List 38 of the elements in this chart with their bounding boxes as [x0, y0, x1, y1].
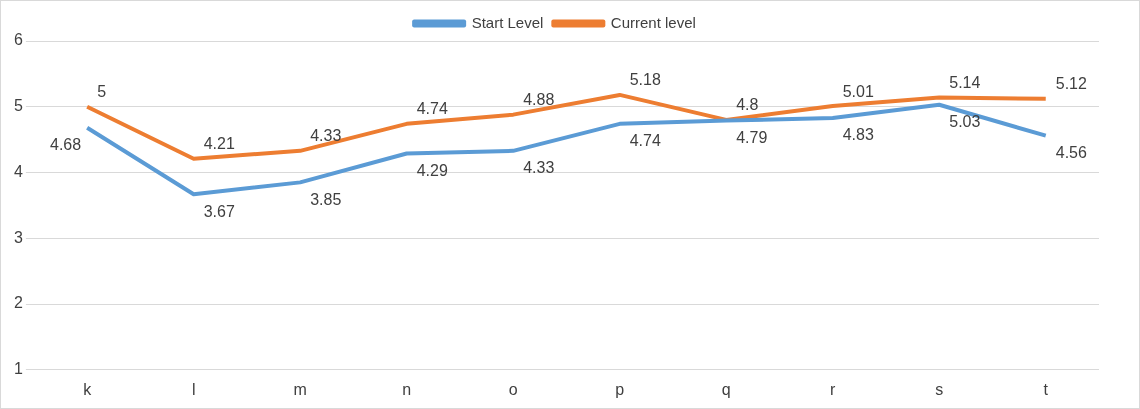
- data-label: 4.21: [203, 135, 235, 153]
- data-label: 4.74: [629, 132, 661, 150]
- x-tick-label: l: [191, 380, 196, 398]
- data-label: 4.33: [523, 159, 555, 177]
- data-label: 4.79: [736, 128, 768, 146]
- legend-label: Start Level: [471, 13, 544, 31]
- data-label: 5.14: [949, 73, 981, 91]
- x-tick-label: q: [721, 380, 731, 398]
- legend-label: Current level: [610, 13, 696, 31]
- data-label: 5.01: [842, 82, 874, 100]
- x-tick-label: m: [293, 380, 307, 398]
- y-tick-label: 6: [13, 31, 23, 49]
- data-label: 5: [97, 83, 107, 101]
- data-label: 4.68: [50, 136, 82, 154]
- y-tick-label: 1: [13, 360, 23, 378]
- x-tick-label: n: [402, 380, 412, 398]
- y-tick-label: 4: [13, 162, 23, 180]
- data-label: 5.12: [1055, 75, 1087, 93]
- x-tick-label: k: [83, 380, 93, 398]
- data-label: 3.67: [203, 202, 235, 220]
- data-label: 5.18: [629, 71, 661, 89]
- data-label: 4.56: [1055, 144, 1087, 162]
- y-tick-label: 2: [13, 294, 23, 312]
- x-tick-label: o: [508, 380, 518, 398]
- x-tick-label: t: [1043, 380, 1049, 398]
- data-label: 4.33: [310, 127, 342, 145]
- data-label: 4.8: [736, 96, 759, 114]
- data-label: 4.29: [416, 161, 448, 179]
- y-tick-label: 5: [13, 97, 23, 115]
- data-label: 4.83: [842, 126, 874, 144]
- x-tick-label: s: [935, 380, 944, 398]
- x-tick-label: r: [830, 380, 837, 398]
- data-label: 4.74: [416, 100, 448, 118]
- data-label: 3.85: [310, 190, 342, 208]
- y-tick-label: 3: [13, 228, 23, 246]
- data-label: 4.88: [523, 91, 555, 109]
- data-label: 5.03: [949, 113, 981, 131]
- x-tick-label: p: [615, 380, 625, 398]
